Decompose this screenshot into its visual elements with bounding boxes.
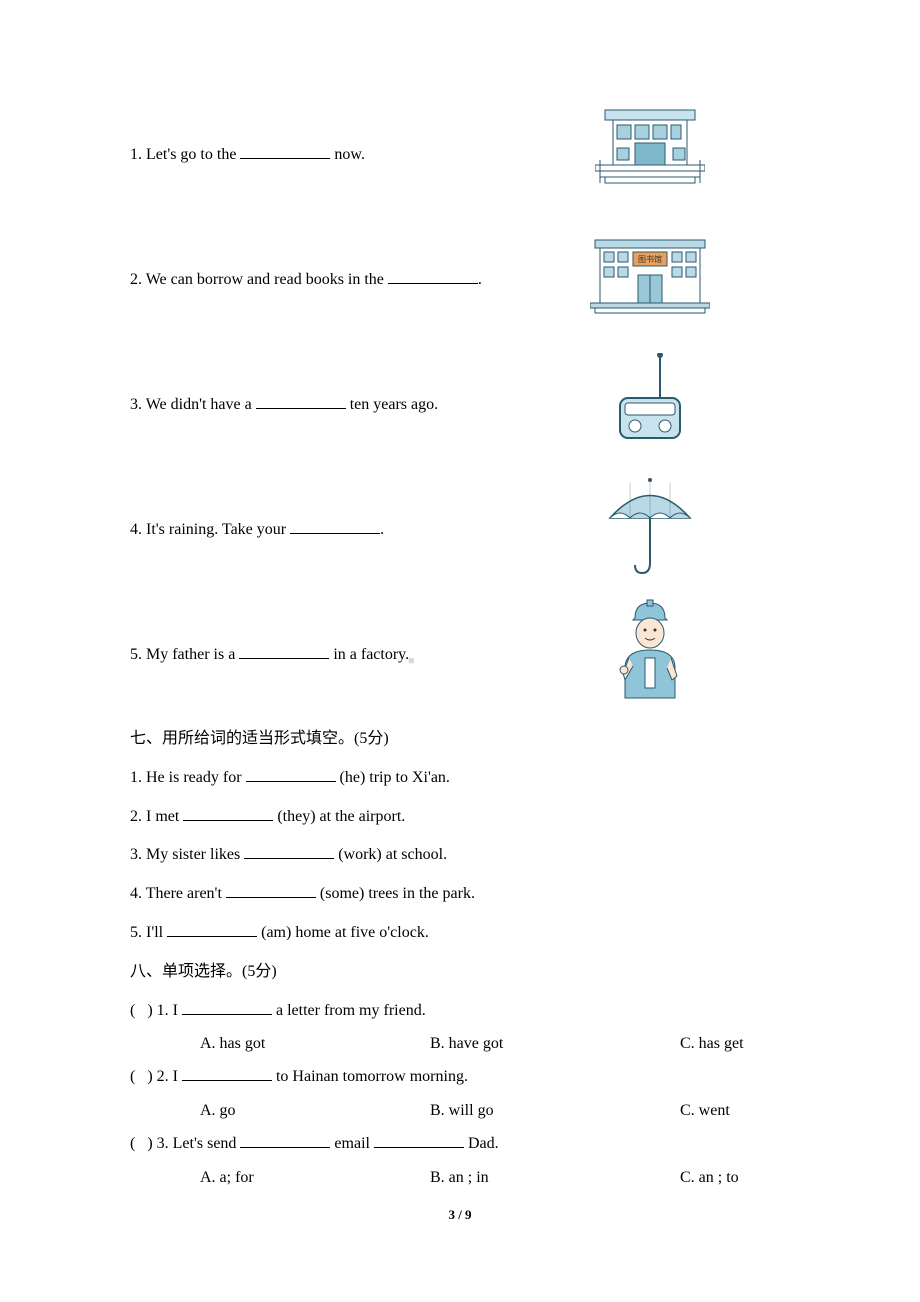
- s8-q1: ( ) 1. I a letter from my friend.: [130, 997, 790, 1026]
- q-number: 3: [157, 1135, 165, 1152]
- watermark: ■: [408, 655, 415, 667]
- umbrella-icon: [590, 478, 710, 578]
- s8-q3-choices: A. a; for B. an ; in C. an ; to: [200, 1169, 840, 1187]
- blank[interactable]: [374, 1131, 464, 1148]
- choice-a[interactable]: A. a; for: [200, 1169, 430, 1187]
- picture-question-4: 4. It's raining. Take your .: [130, 475, 790, 580]
- q-after: in a factory.: [329, 646, 409, 663]
- picture-question-1: 1. Let's go to the now.: [130, 100, 790, 205]
- q-before: I: [173, 1068, 182, 1085]
- s7-q2: 2. I met (they) at the airport.: [130, 803, 790, 832]
- q-before: My sister likes: [146, 846, 244, 863]
- question-text: 2. We can borrow and read books in the .: [130, 267, 590, 289]
- q-number: 5: [130, 924, 138, 941]
- blank[interactable]: [256, 392, 346, 409]
- s8-q1-choices: A. has got B. have got C. has get: [200, 1035, 840, 1053]
- q-after: .: [478, 271, 482, 288]
- question-text: 4. It's raining. Take your .: [130, 517, 590, 539]
- q-hint: (am) home at five o'clock.: [257, 924, 429, 941]
- q-before: I: [173, 1002, 182, 1019]
- blank[interactable]: [167, 920, 257, 937]
- blank[interactable]: [240, 142, 330, 159]
- q-after: Dad.: [464, 1135, 499, 1152]
- q-hint: (he) trip to Xi'an.: [336, 769, 450, 786]
- q-before: I met: [146, 808, 183, 825]
- blank[interactable]: [290, 517, 380, 534]
- q-before: Let's go to the: [146, 146, 240, 163]
- choice-c[interactable]: C. an ; to: [680, 1169, 840, 1187]
- q-number: 3: [130, 846, 138, 863]
- q-number: 1: [130, 769, 138, 786]
- q-number: 1: [130, 146, 138, 163]
- blank[interactable]: [182, 1064, 272, 1081]
- choice-c[interactable]: C. has get: [680, 1035, 840, 1053]
- q-before: I'll: [146, 924, 167, 941]
- blank[interactable]: [240, 1131, 330, 1148]
- picture-question-3: 3. We didn't have a ten years ago.: [130, 350, 790, 455]
- blank[interactable]: [244, 842, 334, 859]
- q-after: to Hainan tomorrow morning.: [272, 1068, 468, 1085]
- blank[interactable]: [183, 804, 273, 821]
- picture-question-2: 2. We can borrow and read books in the .…: [130, 225, 790, 330]
- question-text: 5. My father is a in a factory.: [130, 642, 590, 664]
- q-after: a letter from my friend.: [272, 1002, 426, 1019]
- s7-q5: 5. I'll (am) home at five o'clock.: [130, 919, 790, 948]
- q-number: 3: [130, 396, 138, 413]
- blank[interactable]: [226, 881, 316, 898]
- q-mid: email: [330, 1135, 374, 1152]
- blank[interactable]: [239, 642, 329, 659]
- q-number: 2: [157, 1068, 165, 1085]
- q-before: We can borrow and read books in the: [146, 271, 388, 288]
- blank[interactable]: [388, 267, 478, 284]
- section-8-title: 八、单项选择。(5分): [130, 958, 790, 987]
- section-7-title: 七、用所给词的适当形式填空。(5分): [130, 725, 790, 754]
- page-number: 3 / 9: [130, 1207, 790, 1223]
- s8-q2: ( ) 2. I to Hainan tomorrow morning.: [130, 1063, 790, 1092]
- s7-q4: 4. There aren't (some) trees in the park…: [130, 880, 790, 909]
- picture-question-5: 5. My father is a in a factory.: [130, 600, 790, 705]
- blank[interactable]: [182, 998, 272, 1015]
- choice-b[interactable]: B. an ; in: [430, 1169, 680, 1187]
- q-number: 4: [130, 885, 138, 902]
- radio-icon: [590, 353, 710, 453]
- q-number: 2: [130, 808, 138, 825]
- svg-text:图书馆: 图书馆: [638, 254, 662, 264]
- question-text: 1. Let's go to the now.: [130, 142, 590, 164]
- worksheet-page: ■ 1. Let's go to the now.: [0, 0, 920, 1263]
- choice-c[interactable]: C. went: [680, 1102, 840, 1120]
- q-after: ten years ago.: [346, 396, 438, 413]
- worker-icon: [590, 598, 710, 708]
- q-hint: (some) trees in the park.: [316, 885, 475, 902]
- s8-q2-choices: A. go B. will go C. went: [200, 1102, 840, 1120]
- blank[interactable]: [246, 765, 336, 782]
- s7-q3: 3. My sister likes (work) at school.: [130, 841, 790, 870]
- q-after: now.: [330, 146, 365, 163]
- q-number: 2: [130, 271, 138, 288]
- choice-a[interactable]: A. has got: [200, 1035, 430, 1053]
- s8-q3: ( ) 3. Let's send email Dad.: [130, 1130, 790, 1159]
- q-after: .: [380, 521, 384, 538]
- s7-q1: 1. He is ready for (he) trip to Xi'an.: [130, 764, 790, 793]
- q-before: My father is a: [146, 646, 239, 663]
- question-text: 3. We didn't have a ten years ago.: [130, 392, 590, 414]
- q-hint: (work) at school.: [334, 846, 447, 863]
- q-before: There aren't: [146, 885, 226, 902]
- q-before: He is ready for: [146, 769, 246, 786]
- q-number: 5: [130, 646, 138, 663]
- house-icon: [590, 105, 710, 200]
- q-hint: (they) at the airport.: [273, 808, 405, 825]
- q-before: Let's send: [173, 1135, 241, 1152]
- q-before: We didn't have a: [146, 396, 256, 413]
- q-number: 4: [130, 521, 138, 538]
- choice-b[interactable]: B. will go: [430, 1102, 680, 1120]
- choice-a[interactable]: A. go: [200, 1102, 430, 1120]
- q-before: It's raining. Take your: [146, 521, 290, 538]
- choice-b[interactable]: B. have got: [430, 1035, 680, 1053]
- library-icon: 图书馆: [590, 235, 710, 320]
- q-number: 1: [157, 1002, 165, 1019]
